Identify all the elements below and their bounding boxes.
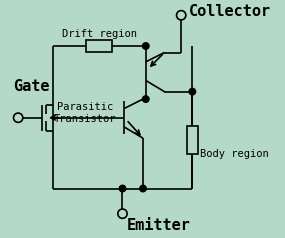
Circle shape — [142, 43, 149, 49]
Text: Collector: Collector — [189, 4, 271, 19]
Circle shape — [119, 185, 126, 192]
Text: Parasitic
Transistor: Parasitic Transistor — [54, 102, 117, 124]
Text: Emitter: Emitter — [127, 218, 191, 233]
Circle shape — [142, 96, 149, 102]
Text: Gate: Gate — [13, 79, 50, 94]
Circle shape — [189, 88, 196, 95]
Circle shape — [140, 185, 146, 192]
Bar — [86, 40, 112, 52]
Bar — [187, 126, 198, 154]
Text: Drift region: Drift region — [62, 29, 137, 39]
Text: Body region: Body region — [200, 149, 268, 159]
